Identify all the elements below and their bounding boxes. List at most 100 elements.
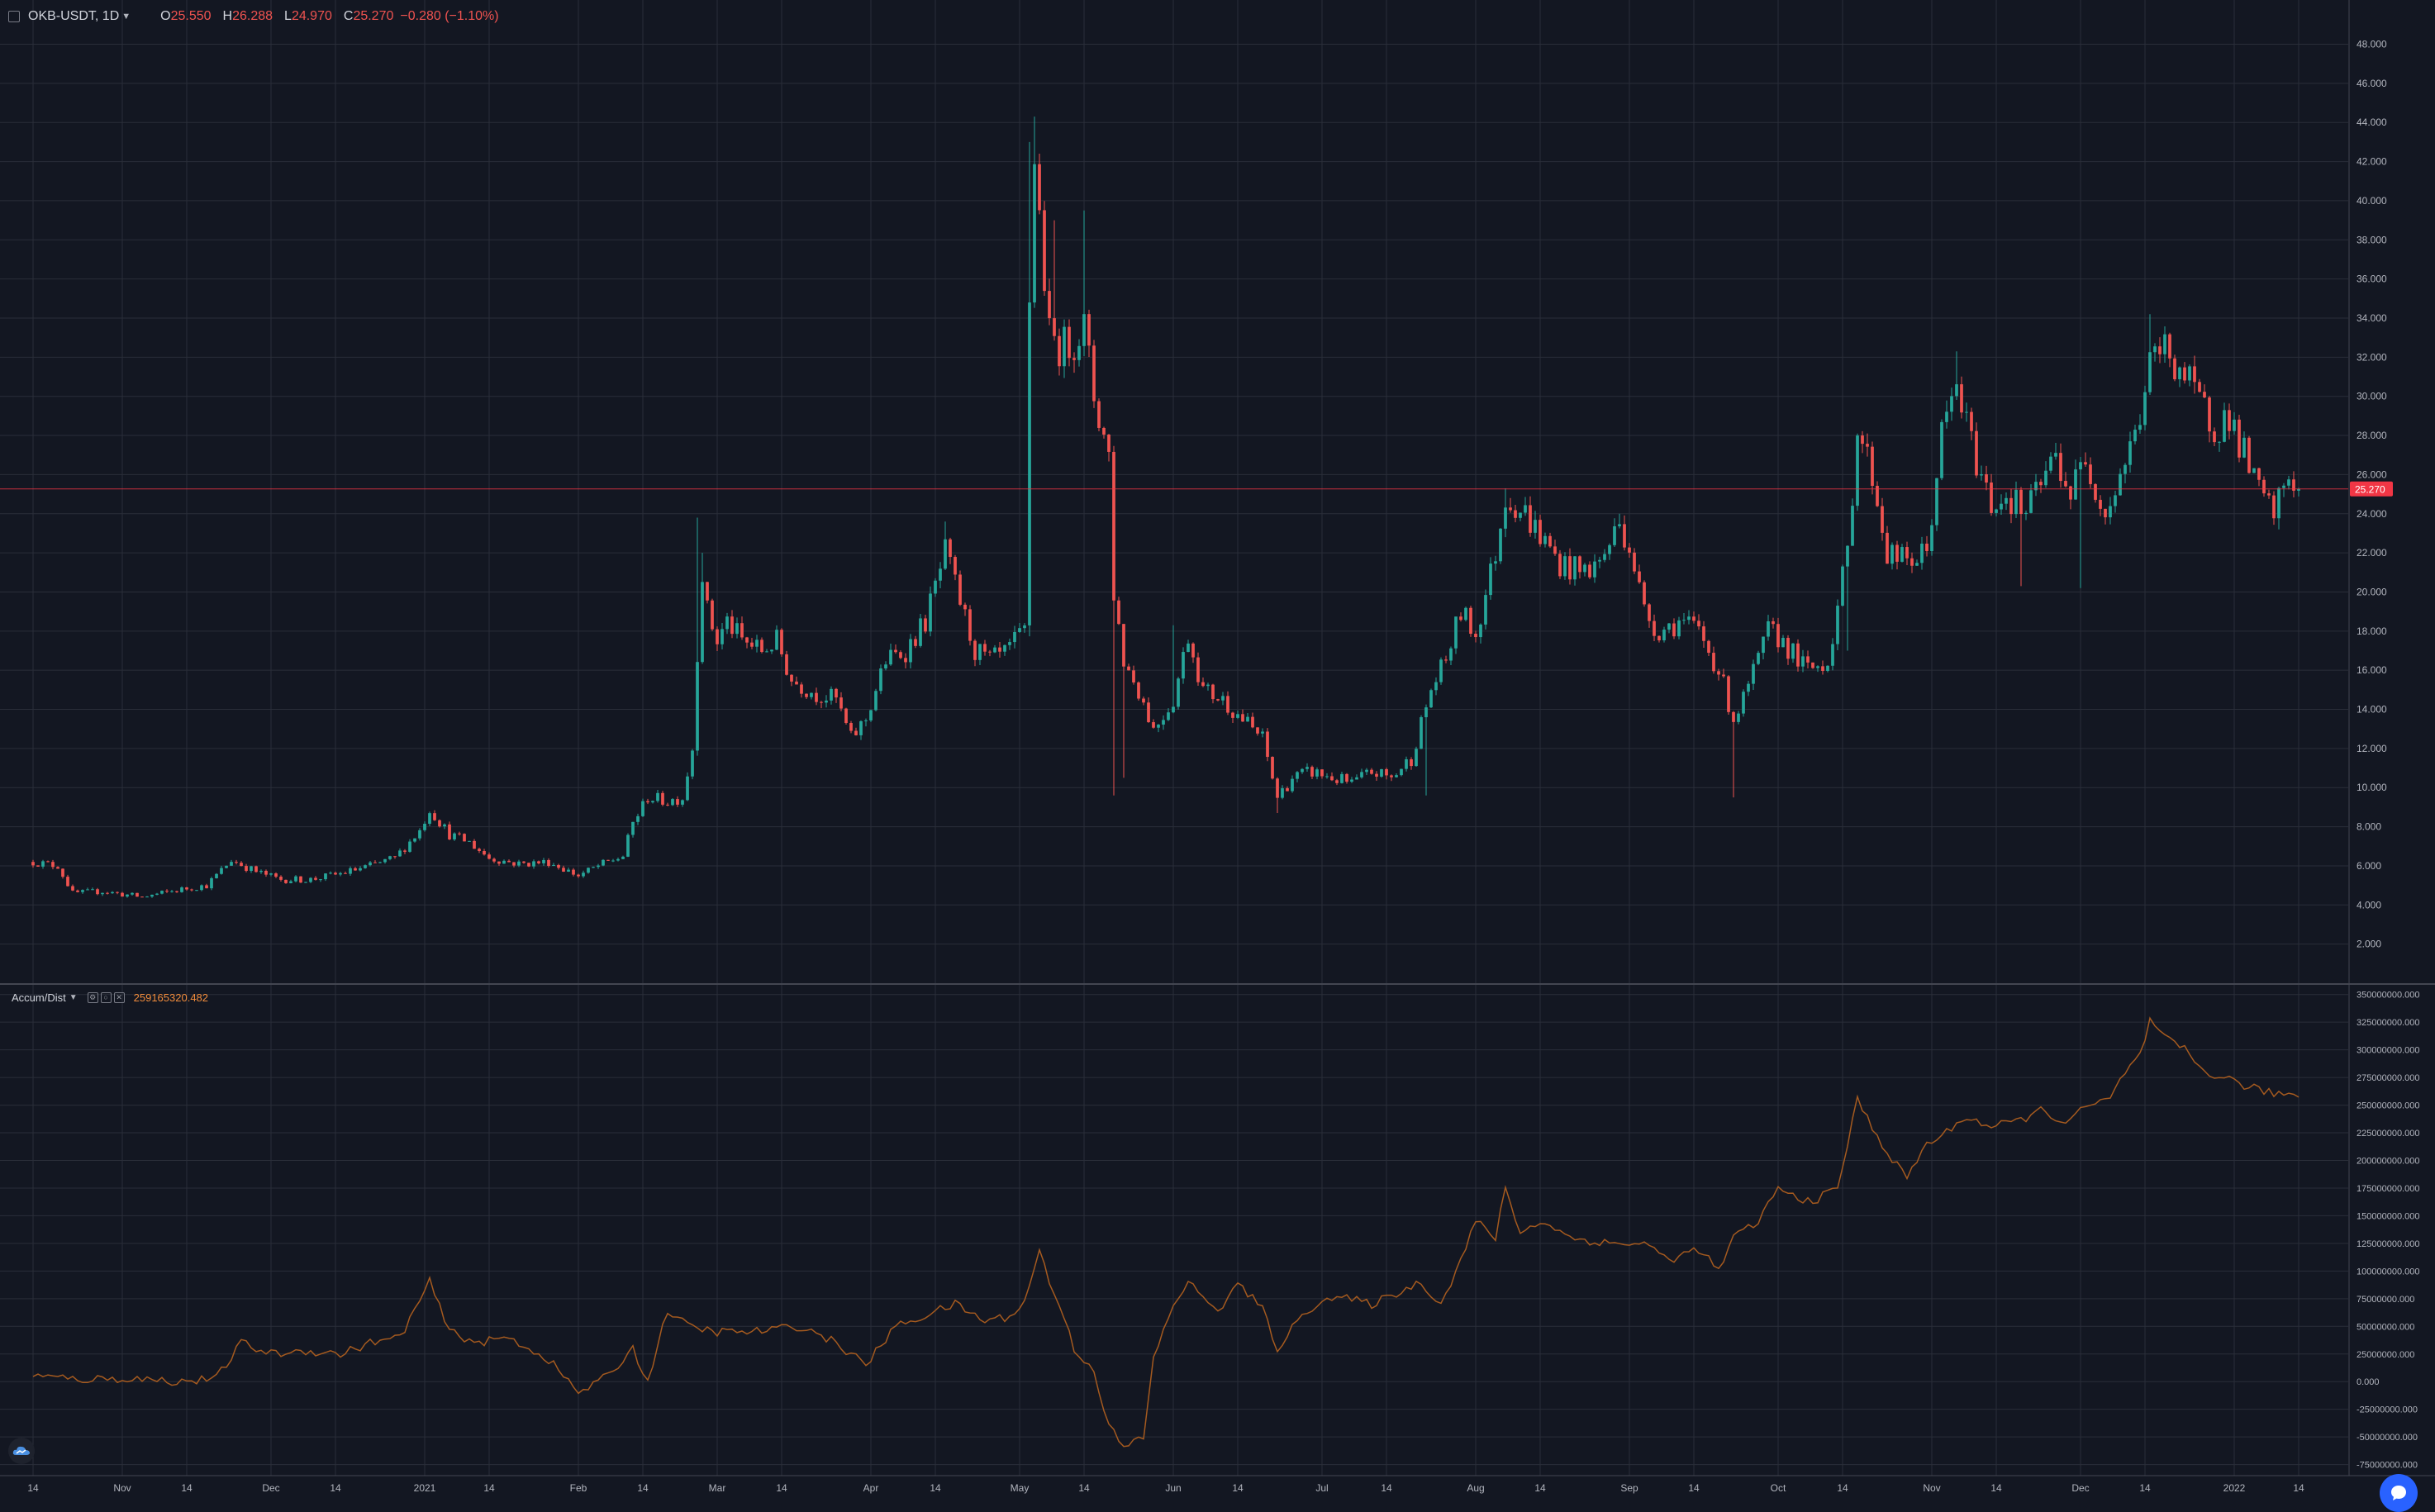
candle-body: [1340, 773, 1344, 783]
candle-body: [730, 616, 734, 635]
candle-body: [1266, 731, 1269, 758]
time-axis-label: Nov: [1923, 1482, 1940, 1494]
candle-body: [696, 662, 699, 751]
candle-body: [825, 700, 828, 703]
candle-body: [616, 858, 620, 861]
candle-body: [1137, 682, 1140, 699]
candle-body: [1881, 506, 1884, 533]
candle-body: [795, 681, 798, 685]
candle-body: [1925, 543, 1929, 552]
candle-body: [1543, 535, 1547, 544]
candle-body: [611, 860, 615, 862]
candle-body: [641, 801, 644, 816]
candle-body: [116, 892, 119, 893]
candle-body: [557, 864, 560, 868]
candle-body: [66, 877, 69, 887]
candle-body: [2104, 508, 2107, 518]
chevron-down-icon[interactable]: ▼: [69, 992, 78, 1002]
indicator-axis-label: 350000000.000: [2357, 991, 2419, 1001]
symbol-name[interactable]: OKB-USDT, 1D: [28, 9, 120, 23]
candle-body: [2089, 464, 2092, 484]
chevron-down-icon[interactable]: ▼: [121, 12, 131, 21]
candle-body: [1251, 716, 1254, 728]
candle-body: [1221, 696, 1225, 701]
candle-body: [2074, 469, 2077, 500]
candle-body: [1291, 778, 1294, 792]
candle-body: [978, 644, 982, 660]
candle-body: [547, 859, 550, 866]
candle-body: [453, 833, 456, 839]
visibility-icon[interactable]: ○: [100, 991, 112, 1003]
price-axis-label: 4.000: [2357, 899, 2381, 911]
candle-body: [775, 630, 778, 650]
candle-body: [81, 890, 84, 892]
candle-body: [126, 894, 129, 897]
candle-body: [944, 539, 947, 569]
candle-body: [1786, 638, 1790, 659]
candle-body: [572, 869, 575, 875]
candle-body: [264, 870, 268, 875]
candle-body: [225, 865, 228, 868]
candle-body: [1980, 474, 1983, 476]
candle-body: [745, 637, 749, 643]
candle-body: [750, 642, 754, 647]
candle-body: [314, 877, 317, 880]
price-axis-label: 34.000: [2357, 312, 2387, 324]
candle-body: [1449, 648, 1453, 661]
chat-button[interactable]: [2380, 1474, 2418, 1512]
candle-body: [1048, 291, 1051, 319]
indicator-axis-label: 0.000: [2357, 1377, 2380, 1387]
candle-body: [423, 824, 426, 830]
candle-body: [1112, 451, 1115, 601]
brand-logo-icon[interactable]: [8, 1438, 35, 1464]
candle-body: [1315, 769, 1319, 777]
time-axis-label: Feb: [570, 1482, 587, 1494]
candle-body: [1063, 326, 1066, 367]
candle-body: [1187, 643, 1190, 653]
candle-body: [2257, 468, 2261, 480]
candle-body: [1201, 682, 1205, 687]
candle-body: [988, 651, 992, 653]
candle-body: [1429, 690, 1433, 708]
candle-body: [190, 889, 193, 891]
candle-body: [1226, 696, 1229, 713]
collapse-toggle-icon[interactable]: [8, 11, 20, 22]
candle-body: [711, 600, 714, 630]
candle-body: [1638, 571, 1641, 582]
candle-body: [1514, 510, 1517, 518]
candle-body: [56, 867, 59, 869]
candle-body: [1905, 547, 1909, 559]
candle-body: [1444, 659, 1448, 661]
price-axis-label: 10.000: [2357, 782, 2387, 793]
candle-body: [1296, 772, 1299, 779]
candle-body: [121, 892, 124, 897]
candle-body: [958, 574, 962, 605]
indicator-axis-label: -50000000.000: [2357, 1433, 2418, 1443]
candle-body: [1454, 616, 1458, 649]
settings-icon[interactable]: ⚙: [87, 991, 98, 1003]
time-axis-label: 14: [181, 1482, 193, 1494]
candle-body: [954, 557, 957, 575]
candle-body: [1583, 564, 1586, 573]
close-icon[interactable]: ✕: [113, 991, 125, 1003]
candle-body: [418, 830, 421, 839]
candle-body: [230, 862, 233, 866]
candle-body: [1722, 674, 1725, 677]
indicator-name[interactable]: Accum/Dist: [12, 991, 66, 1004]
time-axis-label: 14: [483, 1482, 495, 1494]
low-value: 24.970: [291, 9, 332, 23]
candle-body: [2188, 366, 2191, 381]
candle-body: [2029, 490, 2033, 513]
candle-body: [1464, 607, 1467, 620]
price-axis-label: 6.000: [2357, 860, 2381, 872]
candle-body: [939, 568, 942, 581]
candle-body: [279, 877, 283, 880]
candle-body: [1261, 731, 1264, 734]
candle-body: [1534, 520, 1537, 533]
candle-body: [1410, 758, 1413, 767]
candle-body: [1335, 780, 1339, 783]
candle-body: [180, 887, 183, 892]
candle-body: [701, 582, 704, 663]
candle-body: [1236, 714, 1239, 718]
